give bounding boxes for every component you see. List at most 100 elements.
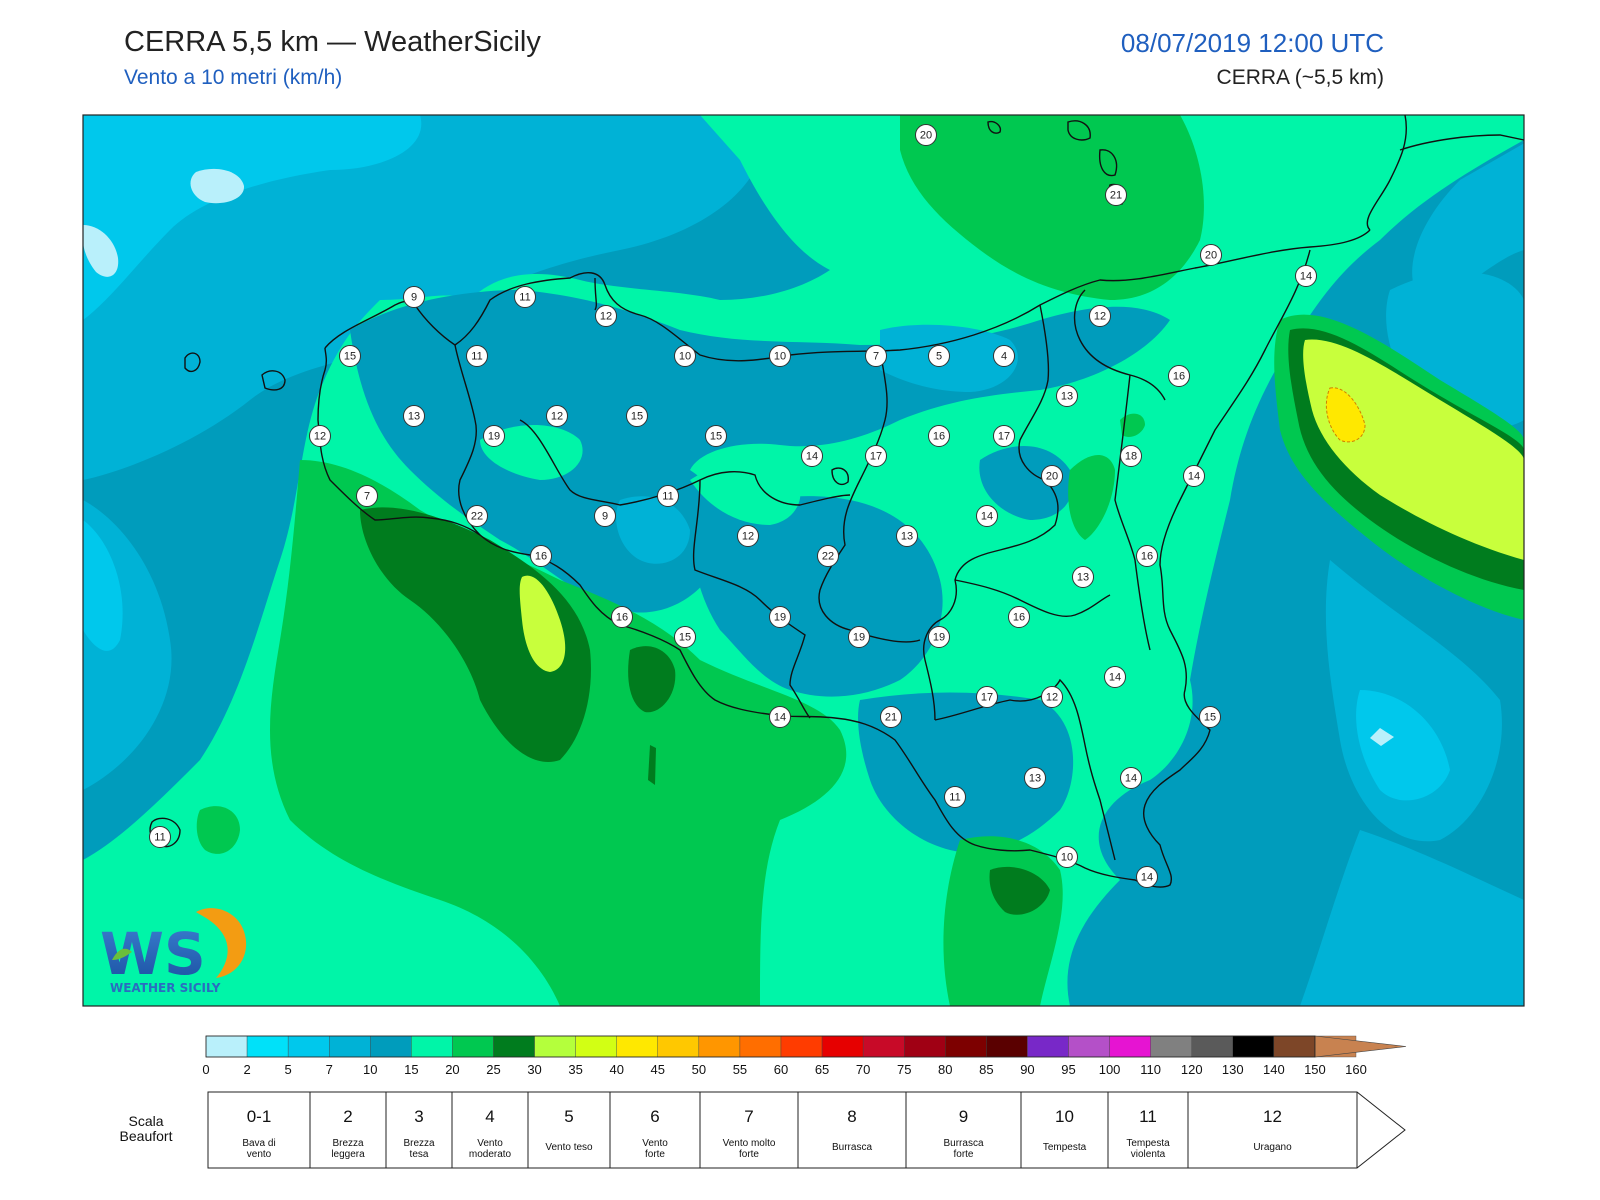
- station-19: 15: [626, 405, 648, 427]
- beaufort-number: 3: [414, 1107, 423, 1126]
- station-marker: [705, 425, 727, 447]
- colorbar-tick: 80: [938, 1062, 952, 1077]
- beaufort-number: 8: [847, 1107, 856, 1126]
- colorbar-swatch: [575, 1035, 617, 1058]
- station-21: 19: [483, 425, 505, 447]
- station-45: 15: [674, 626, 696, 648]
- station-marker: [1072, 566, 1094, 588]
- station-marker: [737, 525, 759, 547]
- colorbar-swatch: [986, 1035, 1028, 1058]
- station-value: 19: [853, 632, 865, 644]
- colorbar-swatch: [616, 1035, 658, 1058]
- beaufort-label-2: Beaufort: [120, 1128, 173, 1144]
- station-marker: [976, 686, 998, 708]
- colorbar-tick: 60: [774, 1062, 788, 1077]
- beaufort-box: [797, 1091, 907, 1169]
- station-markers: 20 21 20 14 9 11 12 12 15 11 10 10 7 5 4 13 16 13 12 15 12 19…: [149, 124, 1317, 888]
- station-value: 15: [679, 632, 691, 644]
- station-9: 11: [466, 345, 488, 367]
- beaufort-desc: leggera: [331, 1149, 365, 1160]
- station-value: 14: [981, 511, 993, 523]
- station-marker: [769, 606, 791, 628]
- station-value: 14: [1188, 471, 1200, 483]
- station-marker: [928, 626, 950, 648]
- station-0: 20: [915, 124, 937, 146]
- beaufort-box: [905, 1091, 1022, 1169]
- station-51: 14: [769, 706, 791, 728]
- colorbar-swatch: [945, 1035, 987, 1058]
- map-frame: [82, 114, 1525, 1007]
- colorbar-swatch: [780, 1035, 823, 1058]
- station-marker: [817, 545, 839, 567]
- station-value: 22: [471, 511, 483, 523]
- station-marker: [1183, 465, 1205, 487]
- station-54: 14: [1120, 767, 1142, 789]
- colorbar-outline: [205, 1035, 1316, 1058]
- station-value: 13: [1061, 391, 1073, 403]
- station-value: 16: [616, 612, 628, 624]
- station-40: 13: [1072, 566, 1094, 588]
- station-marker: [309, 425, 331, 447]
- station-36: 14: [976, 505, 998, 527]
- station-marker: [1104, 666, 1126, 688]
- beaufort-desc: tesa: [410, 1149, 429, 1160]
- station-marker: [993, 425, 1015, 447]
- beaufort-box: [527, 1091, 611, 1169]
- station-marker: [403, 405, 425, 427]
- logo-text: WEATHER SICILY: [110, 981, 221, 995]
- station-value: 14: [774, 712, 786, 724]
- station-marker: [865, 445, 887, 467]
- station-marker: [1200, 244, 1222, 266]
- colorbar-tick: 5: [285, 1062, 292, 1077]
- station-marker: [611, 606, 633, 628]
- station-value: 17: [998, 431, 1010, 443]
- station-20: 12: [309, 425, 331, 447]
- station-marker: [769, 345, 791, 367]
- station-value: 20: [920, 130, 932, 142]
- station-value: 21: [885, 712, 897, 724]
- beaufort-number: 0-1: [247, 1107, 272, 1126]
- station-35: 13: [896, 525, 918, 547]
- beaufort-label-1: Scala: [128, 1113, 163, 1129]
- station-value: 14: [1300, 271, 1312, 283]
- station-42: 19: [848, 626, 870, 648]
- beaufort-box: [1187, 1091, 1406, 1169]
- colorbar-swatch: [1068, 1035, 1110, 1058]
- station-marker: [944, 786, 966, 808]
- station-marker: [514, 286, 536, 308]
- station-value: 7: [873, 351, 879, 363]
- station-value: 11: [949, 792, 960, 804]
- station-15: 13: [1056, 385, 1078, 407]
- station-marker: [674, 626, 696, 648]
- colorbar-swatch: [493, 1035, 535, 1058]
- beaufort-number: 7: [744, 1107, 753, 1126]
- station-52: 21: [880, 706, 902, 728]
- station-32: 9: [594, 505, 616, 527]
- station-marker: [915, 124, 937, 146]
- station-2: 20: [1200, 244, 1222, 266]
- colorbar-swatch: [698, 1035, 741, 1058]
- colorbar-tick: 95: [1061, 1062, 1075, 1077]
- colorbar-swatch: [287, 1035, 330, 1058]
- beaufort-number: 6: [650, 1107, 659, 1126]
- station-marker: [848, 626, 870, 648]
- station-39: 16: [1136, 545, 1158, 567]
- station-3: 14: [1295, 265, 1317, 287]
- beaufort-box: [309, 1091, 387, 1169]
- station-value: 17: [981, 692, 993, 704]
- station-14: 4: [993, 345, 1015, 367]
- wind-field: [83, 115, 1524, 1006]
- station-value: 10: [774, 351, 786, 363]
- model-label: CERRA (~5,5 km): [1216, 66, 1384, 89]
- station-47: 14: [1104, 666, 1126, 688]
- colorbar-swatch: [1273, 1035, 1316, 1058]
- colorbar-swatch: [1150, 1035, 1192, 1058]
- station-marker: [880, 706, 902, 728]
- colorbar-swatch: [534, 1035, 576, 1058]
- station-marker: [483, 425, 505, 447]
